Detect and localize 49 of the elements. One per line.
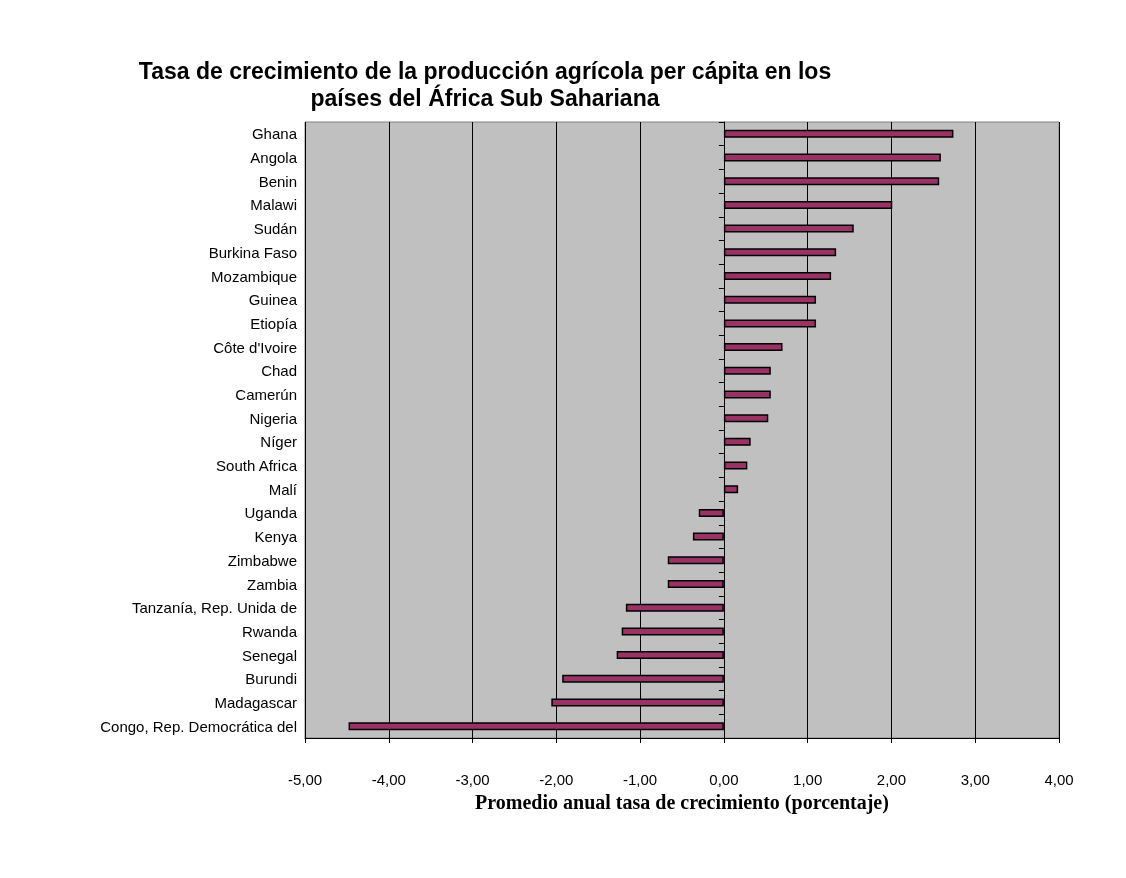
y-tick-label: Benin [258,172,297,190]
y-tick-label: Nigeria [249,409,298,427]
y-tick-label: Camerún [235,385,297,403]
y-tick-label: Burkina Faso [208,243,297,261]
y-tick-label: Chad [261,362,297,380]
y-tick-label: Burundi [245,670,297,688]
x-tick-label: -2,00 [539,771,574,788]
bar [692,532,724,541]
y-tick-label: Madagascar [214,693,297,711]
x-tick-label: 4,00 [1044,771,1074,788]
y-tick-label: South Africa [216,457,298,475]
bar [698,508,724,517]
y-tick-label: Níger [260,433,297,451]
bar [723,485,739,494]
x-tick-label: -1,00 [623,771,658,788]
y-tick-label: Malí [268,480,298,498]
y-tick-label: Uganda [244,504,298,522]
bar [667,556,724,565]
y-tick-label: Malawi [250,196,297,214]
y-tick-label: Rwanda [241,622,298,640]
y-tick-label: Sudán [253,220,297,238]
bar [723,461,748,470]
y-tick-label: Mozambique [211,267,297,285]
y-tick-label: Kenya [254,528,298,546]
x-tick-label: -5,00 [287,771,323,788]
x-tick-label: 1,00 [793,771,823,788]
bar [723,437,751,446]
bar [667,580,724,588]
chart-title: Tasa de crecimiento de la producción agrícola per cápita en los países del África Sub Sahariana [138,57,832,111]
y-tick-label: Ghana [251,125,298,143]
x-tick-label: 0,00 [709,771,739,788]
x-tick-label: 2,00 [876,771,907,788]
bar [723,343,783,352]
bar [723,390,771,399]
x-tick-label: -4,00 [371,771,406,788]
y-tick-label: Senegal [241,646,297,664]
y-tick-label: Congo, Rep. Democrática del [100,717,297,735]
bar [723,366,771,375]
x-tick-label: -3,00 [455,771,490,788]
y-tick-label: Zimbabwe [227,551,297,569]
y-tick-label: Etiopía [250,314,298,332]
x-axis-title: Promedio anual tasa de crecimiento (porcentaje) [475,790,889,814]
y-tick-label: Angola [250,149,298,167]
y-tick-label: Tanzanía, Rep. Unida de [131,599,297,617]
x-tick-label: 3,00 [960,771,990,788]
y-tick-label: Zambia [246,575,298,593]
y-tick-label: Côte d'Ivoire [213,338,297,356]
y-tick-label: Guinea [248,291,298,309]
bar [723,414,769,423]
